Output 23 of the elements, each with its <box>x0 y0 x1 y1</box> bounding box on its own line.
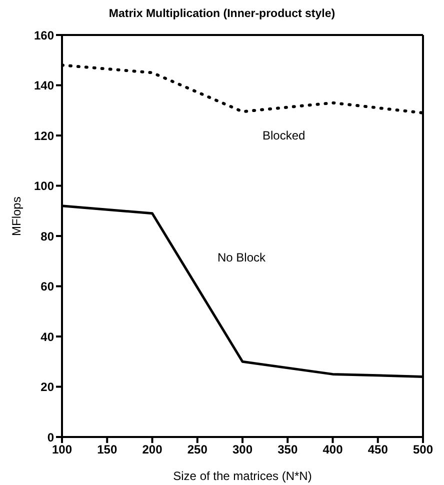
series-label: Blocked <box>262 128 306 143</box>
x-tick-label: 150 <box>97 442 118 457</box>
y-tick-label: 40 <box>40 330 54 344</box>
x-tick-label: 450 <box>368 442 388 457</box>
y-tick-label: 160 <box>34 28 54 42</box>
x-tick-label: 350 <box>278 442 298 457</box>
y-axis-title: MFlops <box>9 196 24 236</box>
x-tick-label: 100 <box>52 442 72 457</box>
x-tick-label: 400 <box>322 442 344 457</box>
y-tick-label: 120 <box>34 128 54 143</box>
x-axis-title: Size of the matrices (N*N) <box>173 469 312 483</box>
chart-title: Matrix Multiplication (Inner-product style) <box>108 8 336 22</box>
y-tick-label: 60 <box>40 280 54 294</box>
x-tick-label: 500 <box>412 442 434 457</box>
text: No Block <box>218 250 267 265</box>
y-tick-label: 20 <box>40 380 54 394</box>
y-tick-label: 100 <box>34 179 54 194</box>
y-tick-label: 140 <box>34 78 54 93</box>
x-tick-label: 200 <box>142 442 163 457</box>
x-tick-label: 250 <box>187 442 208 457</box>
x-tick-label: 300 <box>232 442 253 457</box>
y-tick-label: 0 <box>47 430 54 444</box>
y-tick-label: 80 <box>40 229 54 244</box>
